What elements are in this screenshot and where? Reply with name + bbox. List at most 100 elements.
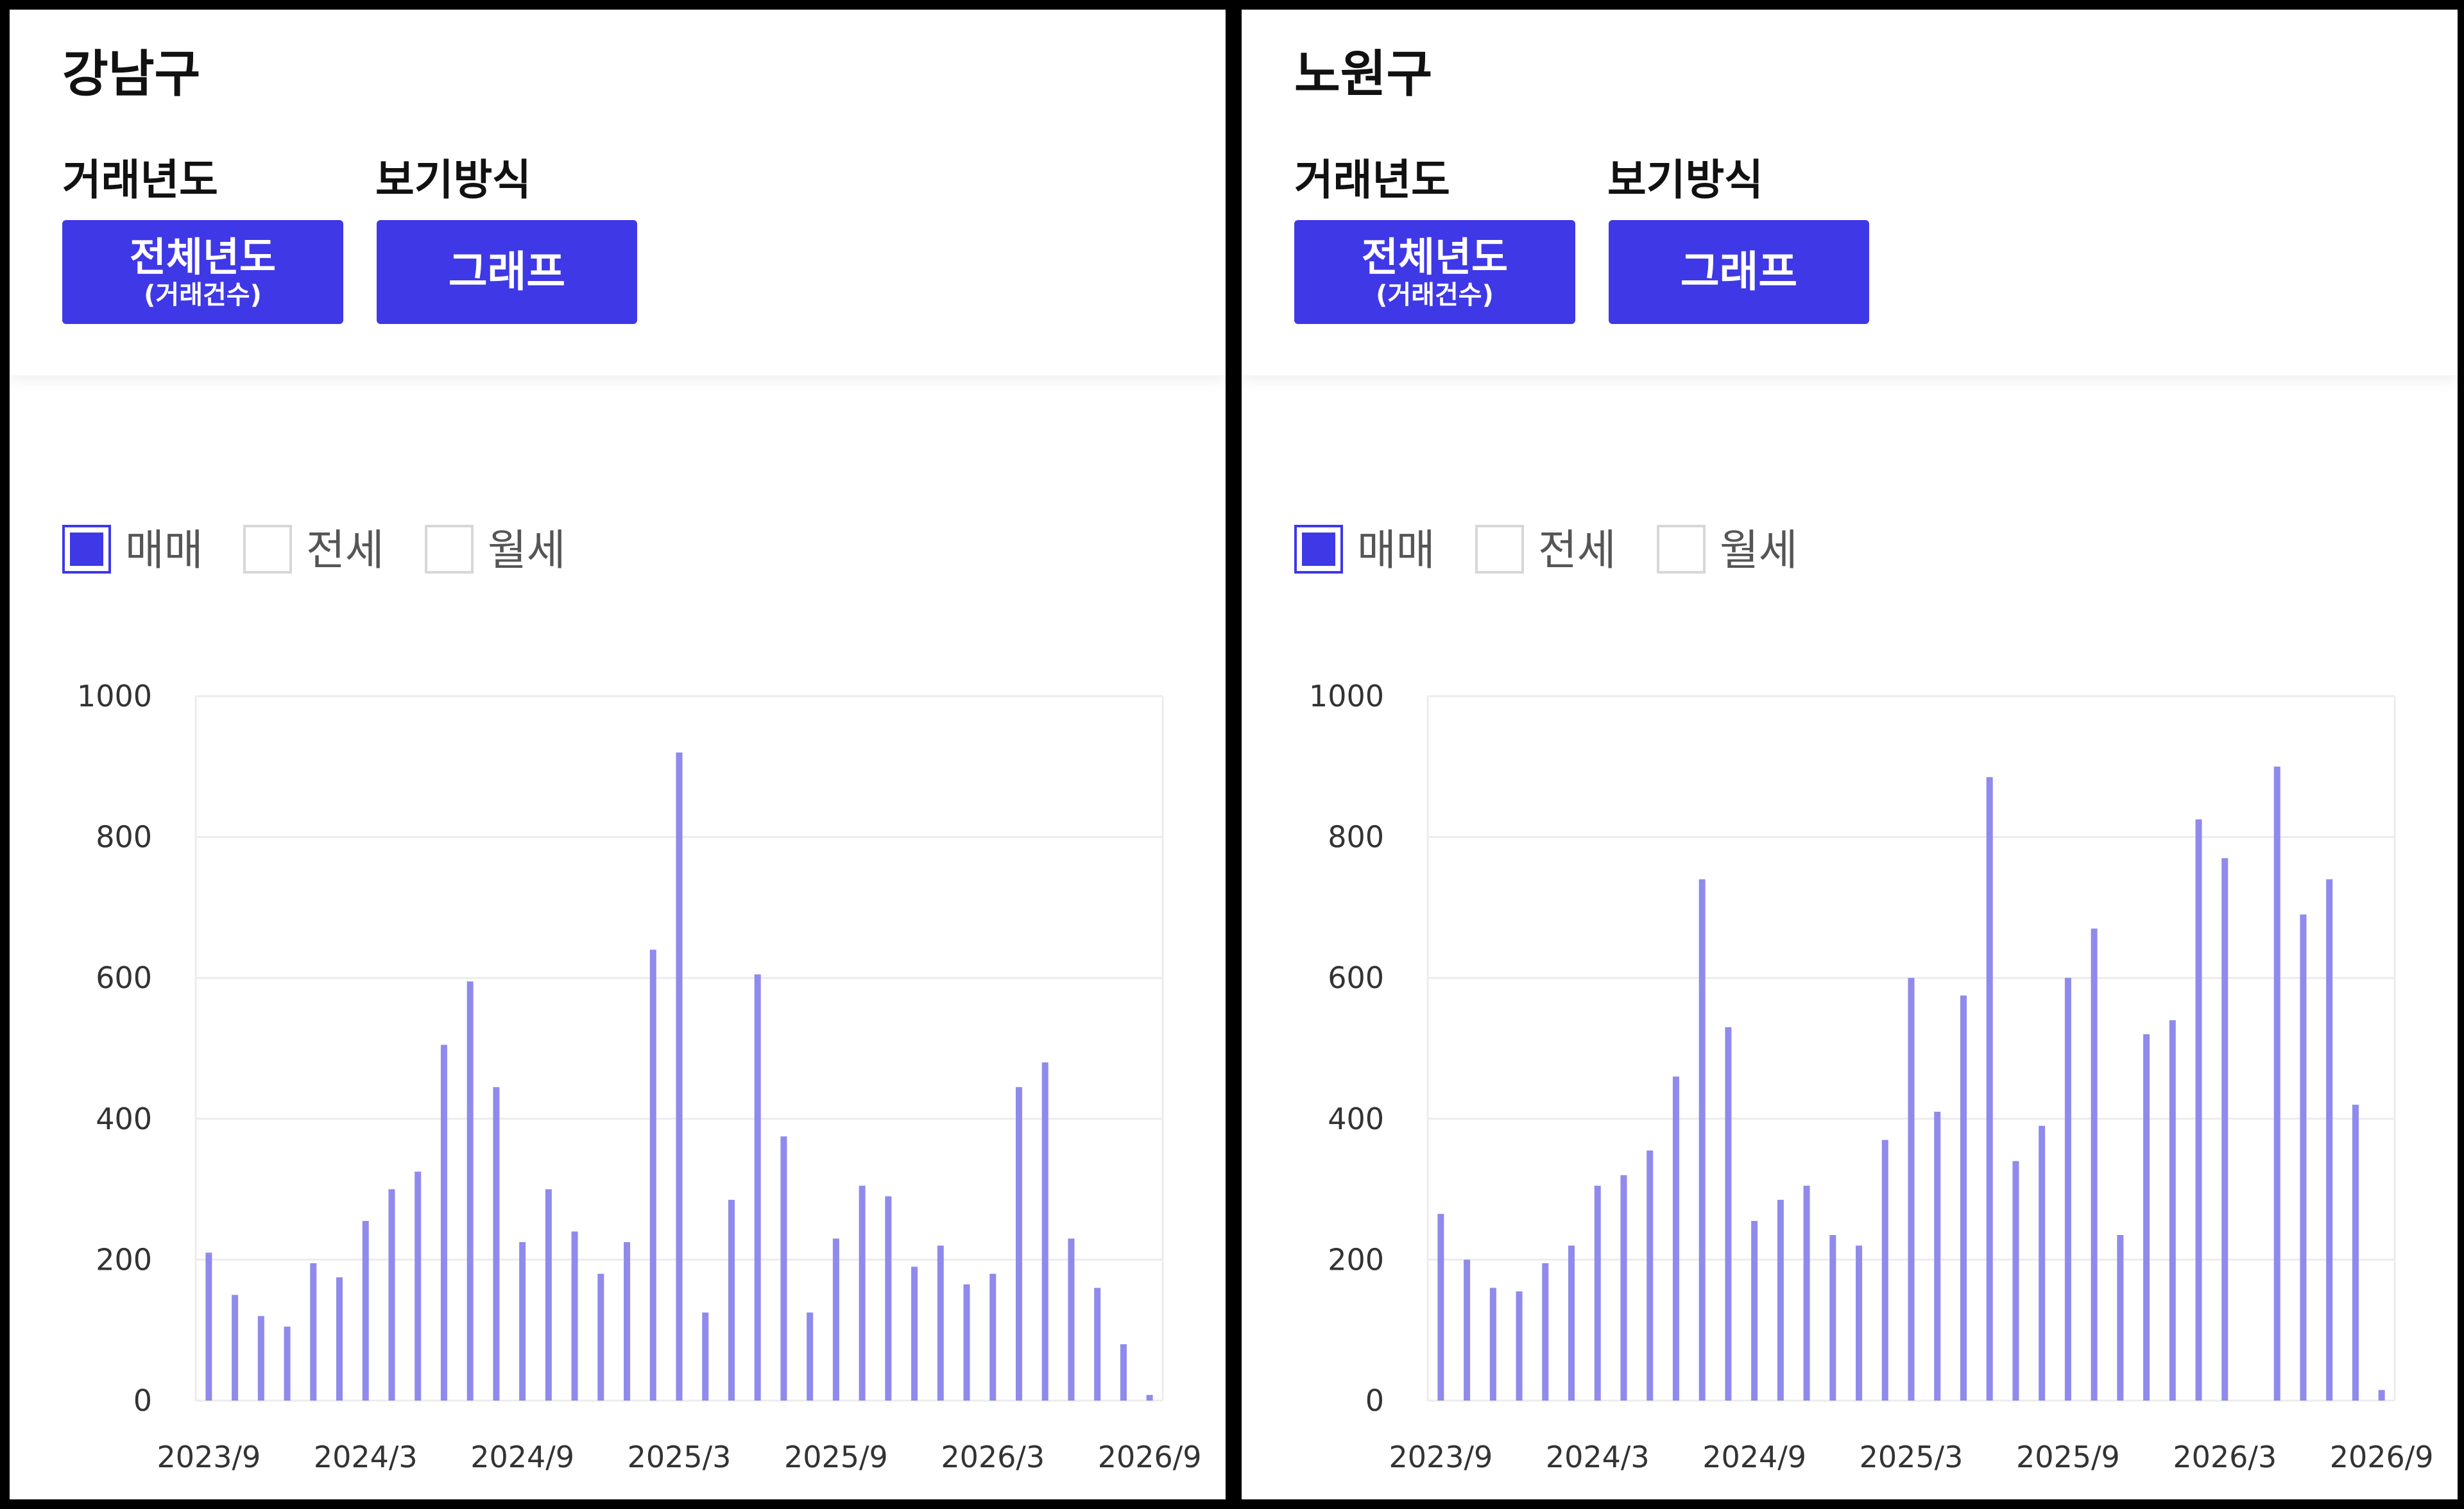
monthly-rent-checkbox[interactable] (1657, 525, 1706, 574)
bar[interactable] (1829, 1234, 1836, 1401)
sale-checkbox[interactable] (62, 525, 111, 574)
bar[interactable] (362, 1221, 369, 1401)
bar[interactable] (624, 1241, 631, 1401)
bar[interactable] (2378, 1390, 2385, 1401)
bar[interactable] (1647, 1150, 1654, 1401)
bar-chart: 0 200 400 600 800 1000 2023/9 2024/3 2024/9 2025/… (1309, 679, 2434, 1474)
all-years-button[interactable]: 전체년도 (거래건수) (62, 220, 343, 324)
bar[interactable] (1986, 777, 1993, 1401)
bar[interactable] (2091, 928, 2098, 1401)
bar[interactable] (1516, 1291, 1523, 1401)
bar[interactable] (2039, 1125, 2046, 1401)
bar[interactable] (2273, 766, 2280, 1401)
bar[interactable] (832, 1238, 839, 1401)
bar[interactable] (336, 1277, 343, 1401)
bar[interactable] (2169, 1020, 2176, 1401)
bar[interactable] (597, 1274, 604, 1401)
view-mode-label: 보기방식 (375, 155, 531, 205)
bar[interactable] (780, 1136, 787, 1401)
bar[interactable] (1620, 1175, 1627, 1401)
bar[interactable] (2064, 978, 2071, 1401)
bar[interactable] (1751, 1221, 1758, 1401)
bar[interactable] (1437, 1214, 1444, 1401)
bar[interactable] (1803, 1186, 1810, 1401)
bar[interactable] (2195, 819, 2202, 1401)
all-years-button-sublabel: (거래건수) (144, 280, 262, 310)
jeonse-checkbox[interactable] (243, 525, 292, 574)
y-tick-label: 0 (1365, 1383, 1384, 1418)
bar[interactable] (728, 1200, 735, 1401)
bar[interactable] (1725, 1027, 1732, 1401)
bar[interactable] (1068, 1238, 1075, 1401)
graph-view-button[interactable]: 그래프 (377, 220, 637, 324)
x-tick-label: 2023/9 (157, 1440, 261, 1474)
bar[interactable] (1594, 1186, 1601, 1401)
bar[interactable] (493, 1087, 500, 1401)
bar[interactable] (649, 950, 656, 1401)
district-title: 강남구 (62, 46, 201, 103)
bar[interactable] (1542, 1263, 1549, 1401)
jeonse-checkbox[interactable] (1475, 525, 1524, 574)
y-tick-label: 400 (1328, 1102, 1384, 1136)
bar[interactable] (1120, 1344, 1127, 1401)
bar[interactable] (1464, 1259, 1471, 1401)
bar[interactable] (1568, 1245, 1575, 1401)
bar[interactable] (310, 1263, 317, 1401)
bar[interactable] (545, 1189, 552, 1401)
bar[interactable] (702, 1312, 709, 1401)
bar[interactable] (440, 1044, 447, 1401)
bar[interactable] (807, 1312, 814, 1401)
bar[interactable] (1908, 978, 1915, 1401)
bar[interactable] (2221, 858, 2229, 1401)
bar[interactable] (1041, 1062, 1048, 1401)
y-tick-label: 200 (1328, 1242, 1384, 1277)
bar[interactable] (2352, 1104, 2359, 1401)
jeonse-label: 전세 (306, 525, 384, 575)
y-tick-label: 800 (96, 820, 152, 855)
bar[interactable] (676, 752, 683, 1401)
filter-header: 강남구 거래년도 보기방식 전체년도 (거래건수) 그래프 (10, 10, 1226, 375)
bar[interactable] (963, 1284, 970, 1401)
bar[interactable] (257, 1316, 264, 1401)
monthly-rent-checkbox[interactable] (425, 525, 474, 574)
x-tick-label: 2023/9 (1389, 1440, 1493, 1474)
bar[interactable] (2326, 879, 2333, 1401)
bar[interactable] (989, 1274, 997, 1401)
bar[interactable] (415, 1172, 422, 1401)
bar[interactable] (1934, 1111, 1941, 1401)
bar[interactable] (1094, 1288, 1101, 1401)
bar[interactable] (1698, 879, 1706, 1401)
bar[interactable] (519, 1241, 526, 1401)
bar[interactable] (284, 1326, 291, 1401)
bar[interactable] (388, 1189, 395, 1401)
bar-chart: 0 200 400 600 800 1000 2023/9 2024/3 2024/9 2025/… (77, 679, 1202, 1474)
bar[interactable] (754, 974, 761, 1401)
sale-checkbox[interactable] (1294, 525, 1343, 574)
bar[interactable] (1672, 1076, 1679, 1401)
bar[interactable] (1856, 1245, 1863, 1401)
bar[interactable] (1960, 995, 1967, 1401)
bar[interactable] (859, 1186, 866, 1401)
bar[interactable] (2143, 1034, 2150, 1401)
bar[interactable] (1146, 1395, 1153, 1401)
bar[interactable] (937, 1245, 944, 1401)
bar[interactable] (1015, 1087, 1022, 1401)
bar[interactable] (2117, 1234, 2124, 1401)
all-years-button[interactable]: 전체년도 (거래건수) (1294, 220, 1575, 324)
bar[interactable] (205, 1252, 212, 1401)
bar[interactable] (2300, 914, 2307, 1401)
graph-view-button[interactable]: 그래프 (1609, 220, 1869, 324)
bar[interactable] (911, 1266, 918, 1401)
x-tick-label: 2026/9 (1098, 1440, 1202, 1474)
bar[interactable] (2012, 1161, 2019, 1401)
bar[interactable] (1881, 1139, 1888, 1401)
bar[interactable] (466, 981, 474, 1401)
bar[interactable] (571, 1231, 578, 1401)
bar[interactable] (1777, 1200, 1784, 1401)
x-tick-label: 2024/3 (314, 1440, 418, 1474)
y-tick-label: 200 (96, 1242, 152, 1277)
bar[interactable] (1489, 1288, 1496, 1401)
bar[interactable] (232, 1295, 239, 1401)
jeonse-label: 전세 (1538, 525, 1616, 575)
bar[interactable] (885, 1196, 892, 1401)
